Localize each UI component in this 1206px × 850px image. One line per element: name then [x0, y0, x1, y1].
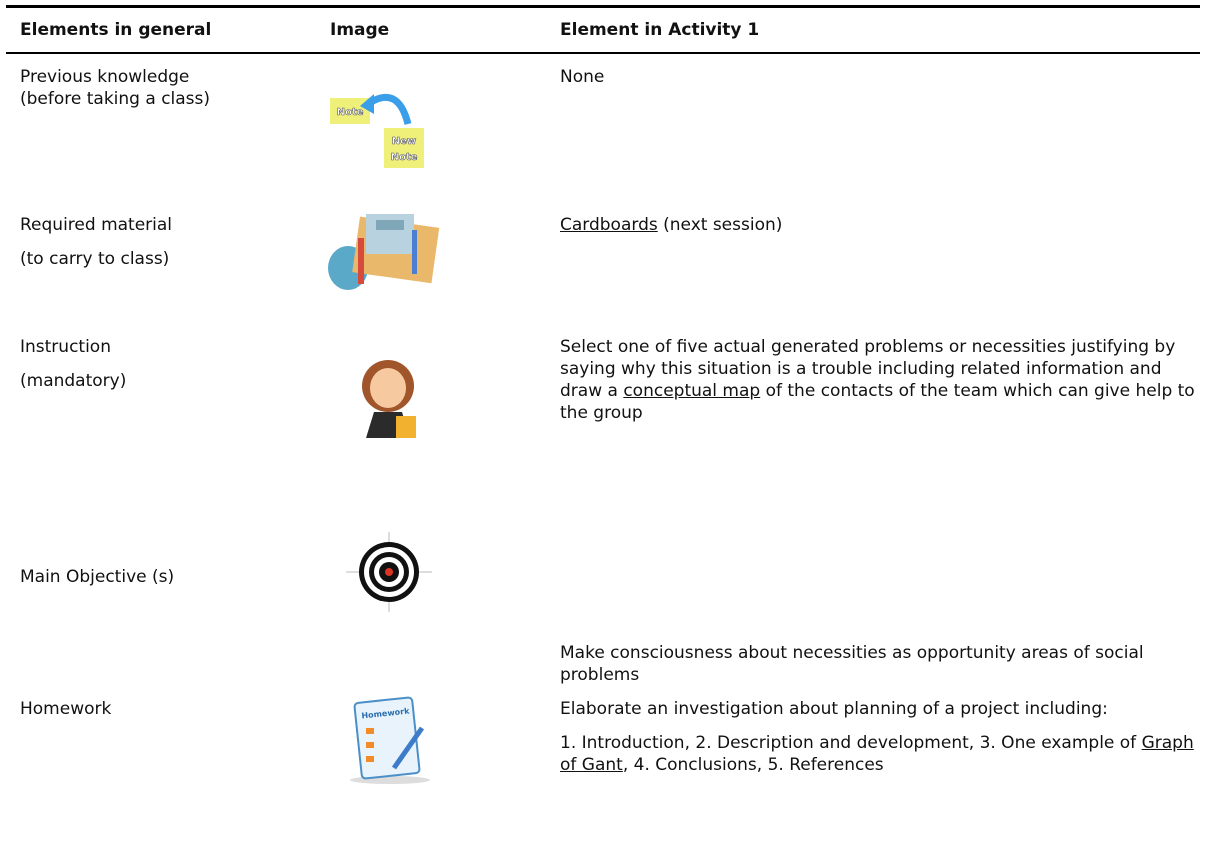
- activity-paragraph: 1. Introduction, 2. Description and deve…: [560, 732, 1196, 776]
- underlined-text: Cardboards: [560, 215, 658, 235]
- element-line: Previous knowledge: [20, 67, 190, 87]
- header-cell: Element in Activity 1: [560, 20, 760, 40]
- text-run: (next session): [657, 215, 783, 235]
- top-rule: [6, 5, 1200, 8]
- homework-icon: Homework: [350, 696, 430, 784]
- icon-text: Note: [391, 152, 418, 163]
- note-icon: Note New Note: [330, 93, 424, 168]
- element-cell: Previous knowledge (before taking a clas…: [20, 66, 310, 110]
- activity-paragraph: Elaborate an investigation about plannin…: [560, 698, 1196, 720]
- element-cell: Required material (to carry to class): [20, 214, 310, 282]
- check-box: [366, 742, 374, 748]
- element-line: (to carry to class): [20, 249, 170, 269]
- activity-cell: Select one of five actual generated prob…: [560, 336, 1196, 436]
- bullseye: [385, 568, 393, 576]
- header-rule: [6, 52, 1200, 54]
- face: [370, 368, 406, 408]
- activity-cell: Make consciousness about necessities as …: [560, 642, 1196, 698]
- element-line: (before taking a class): [20, 89, 211, 109]
- underlined-text: conceptual map: [623, 381, 761, 401]
- activity-cell: None: [560, 66, 1196, 100]
- text-run: , 4. Conclusions, 5. References: [622, 755, 884, 775]
- header-cell: Elements in general: [20, 20, 212, 40]
- text-run: None: [560, 67, 605, 87]
- note-paper: [330, 98, 370, 124]
- element-line: Required material: [20, 215, 173, 235]
- text-run: Elaborate an investigation about plannin…: [560, 699, 1108, 719]
- element-line: (mandatory): [20, 371, 127, 391]
- element-cell: Homework: [20, 698, 310, 720]
- target-icon: [346, 532, 432, 612]
- underlined-text: Graph of Gant: [560, 733, 1194, 775]
- teacher-icon: [362, 360, 416, 438]
- activity-paragraph: None: [560, 66, 1196, 88]
- text-run: 1. Introduction, 2. Description and deve…: [560, 733, 1142, 753]
- activity-cell: Cardboards (next session): [560, 214, 1196, 248]
- element-line: Main Objective (s): [20, 567, 175, 587]
- activity-paragraph: Cardboards (next session): [560, 214, 1196, 236]
- icon-text: Note: [337, 107, 364, 118]
- element-cell: Main Objective (s): [20, 566, 310, 588]
- text-run: of the contacts of the team which can gi…: [560, 381, 1195, 423]
- note-paper: [384, 128, 424, 168]
- activity-paragraph: Select one of five actual generated prob…: [560, 336, 1196, 424]
- check-box: [366, 728, 374, 734]
- pen: [391, 726, 425, 770]
- activity-paragraph: Make consciousness about necessities as …: [560, 642, 1196, 686]
- element-line: Homework: [20, 699, 112, 719]
- element-line: Instruction: [20, 337, 111, 357]
- icon-text: New: [392, 136, 416, 147]
- activity-cell: Elaborate an investigation about plannin…: [560, 698, 1196, 788]
- check-box: [366, 756, 374, 762]
- element-cell: Instruction (mandatory): [20, 336, 310, 404]
- pencil: [358, 238, 364, 284]
- folder: [396, 416, 416, 438]
- pencil: [412, 230, 417, 274]
- screen: [376, 220, 404, 230]
- text-run: Make consciousness about necessities as …: [560, 643, 1144, 685]
- header-cell: Image: [330, 20, 390, 40]
- arrow-head: [360, 94, 374, 114]
- text-run: Select one of five actual generated prob…: [560, 337, 1176, 401]
- supplies-icon: [328, 214, 440, 290]
